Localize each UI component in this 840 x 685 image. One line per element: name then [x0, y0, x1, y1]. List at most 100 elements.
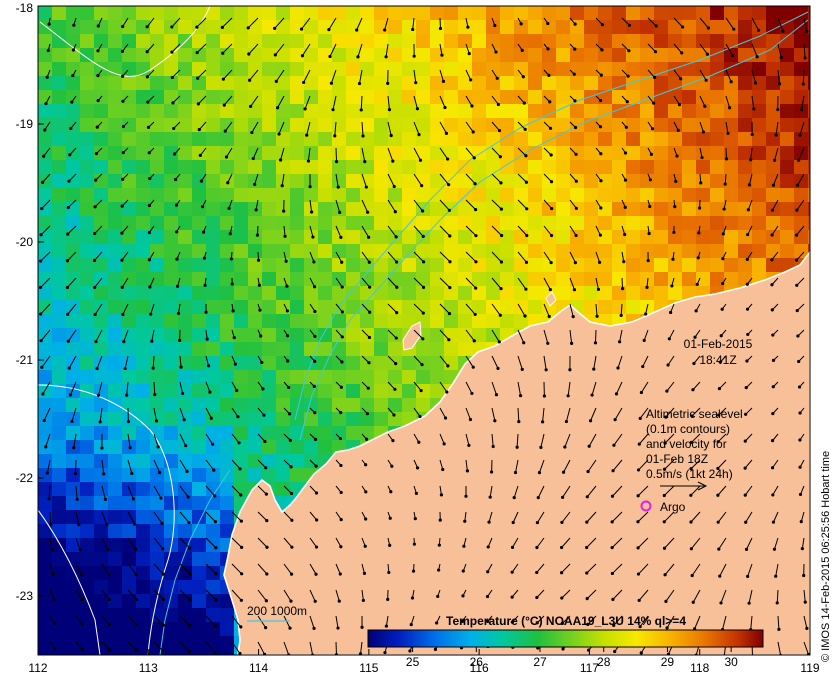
velocity-vector-head	[133, 523, 136, 526]
sst-cell	[206, 286, 220, 300]
velocity-vector-head	[289, 465, 292, 468]
sst-cell	[626, 6, 640, 20]
sst-cell	[584, 216, 598, 230]
sst-cell	[248, 132, 262, 146]
velocity-vector-head	[493, 419, 496, 422]
velocity-vector-head	[386, 598, 389, 601]
sst-cell	[38, 580, 52, 594]
sst-cell	[52, 398, 66, 412]
sst-cell	[304, 440, 318, 454]
sst-cell	[528, 230, 542, 244]
sst-cell	[472, 20, 486, 34]
sst-cell	[80, 538, 94, 552]
sst-cell	[458, 342, 472, 356]
velocity-vector-head	[745, 359, 748, 362]
sst-cell	[136, 118, 150, 132]
sst-cell	[360, 258, 374, 272]
sst-cell	[122, 398, 136, 412]
velocity-vector-head	[240, 572, 243, 575]
sst-cell	[598, 132, 612, 146]
sst-cell	[668, 272, 682, 286]
sst-cell	[724, 272, 738, 286]
sst-cell	[752, 6, 766, 20]
velocity-vector-head	[159, 496, 162, 499]
sst-cell	[108, 286, 122, 300]
velocity-vector-head	[524, 154, 527, 157]
sst-cell	[94, 426, 108, 440]
velocity-vector-head	[473, 156, 476, 159]
sst-cell	[38, 342, 52, 356]
sst-cell	[318, 286, 332, 300]
sst-cell	[220, 314, 234, 328]
sst-cell	[528, 6, 542, 20]
velocity-vector-head	[315, 491, 318, 494]
sst-cell	[262, 230, 276, 244]
sst-cell	[80, 6, 94, 20]
velocity-vector-head	[333, 134, 336, 137]
sst-cell	[122, 258, 136, 272]
sst-cell	[360, 202, 374, 216]
sst-cell	[486, 132, 500, 146]
velocity-vector-head	[121, 25, 124, 28]
velocity-vector-head	[340, 360, 343, 363]
sst-cell	[108, 426, 122, 440]
sst-cell	[388, 160, 402, 174]
sst-cell	[178, 230, 192, 244]
sst-cell	[458, 132, 472, 146]
sst-cell	[318, 342, 332, 356]
sst-cell	[80, 146, 94, 160]
sst-cell	[668, 202, 682, 216]
sst-cell	[248, 370, 262, 384]
velocity-vector-head	[395, 235, 398, 238]
sst-cell	[206, 608, 220, 622]
velocity-vector-head	[175, 258, 178, 261]
sst-cell	[80, 412, 94, 426]
sst-cell	[668, 188, 682, 202]
velocity-vector-head	[795, 259, 798, 262]
sst-cell	[94, 258, 108, 272]
velocity-vector-head	[313, 385, 316, 388]
sst-cell	[290, 468, 304, 482]
velocity-vector-head	[600, 48, 603, 51]
sst-cell	[738, 20, 752, 34]
sst-cell	[94, 594, 108, 608]
sst-cell	[374, 132, 388, 146]
sst-cell	[290, 342, 304, 356]
sst-cell	[738, 258, 752, 272]
sst-cell	[584, 174, 598, 188]
sst-cell	[612, 300, 626, 314]
sst-cell	[122, 566, 136, 580]
sst-cell	[332, 118, 346, 132]
sst-cell	[346, 146, 360, 160]
sst-cell	[486, 314, 500, 328]
sst-cell	[584, 6, 598, 20]
sst-cell	[556, 48, 570, 62]
sst-cell	[66, 538, 80, 552]
sst-cell	[388, 286, 402, 300]
sst-cell	[52, 300, 66, 314]
velocity-vector-head	[575, 207, 578, 210]
sst-cell	[570, 76, 584, 90]
sst-cell	[318, 426, 332, 440]
velocity-vector-head	[745, 548, 748, 551]
sst-cell	[528, 216, 542, 230]
velocity-vector-head	[614, 418, 617, 421]
sst-cell	[640, 244, 654, 258]
velocity-vector-head	[148, 177, 151, 180]
velocity-vector-head	[525, 234, 528, 237]
velocity-vector-head	[178, 339, 181, 342]
sst-cell	[206, 370, 220, 384]
sst-cell	[472, 62, 486, 76]
sst-cell	[486, 48, 500, 62]
sst-cell	[262, 34, 276, 48]
sst-cell	[430, 146, 444, 160]
velocity-vector-head	[626, 100, 629, 103]
sst-cell	[108, 496, 122, 510]
sst-cell	[724, 48, 738, 62]
sst-cell	[472, 90, 486, 104]
sst-cell	[612, 272, 626, 286]
sst-cell	[262, 300, 276, 314]
velocity-vector-head	[386, 82, 389, 85]
velocity-vector-head	[97, 394, 100, 397]
sst-cell	[332, 34, 346, 48]
